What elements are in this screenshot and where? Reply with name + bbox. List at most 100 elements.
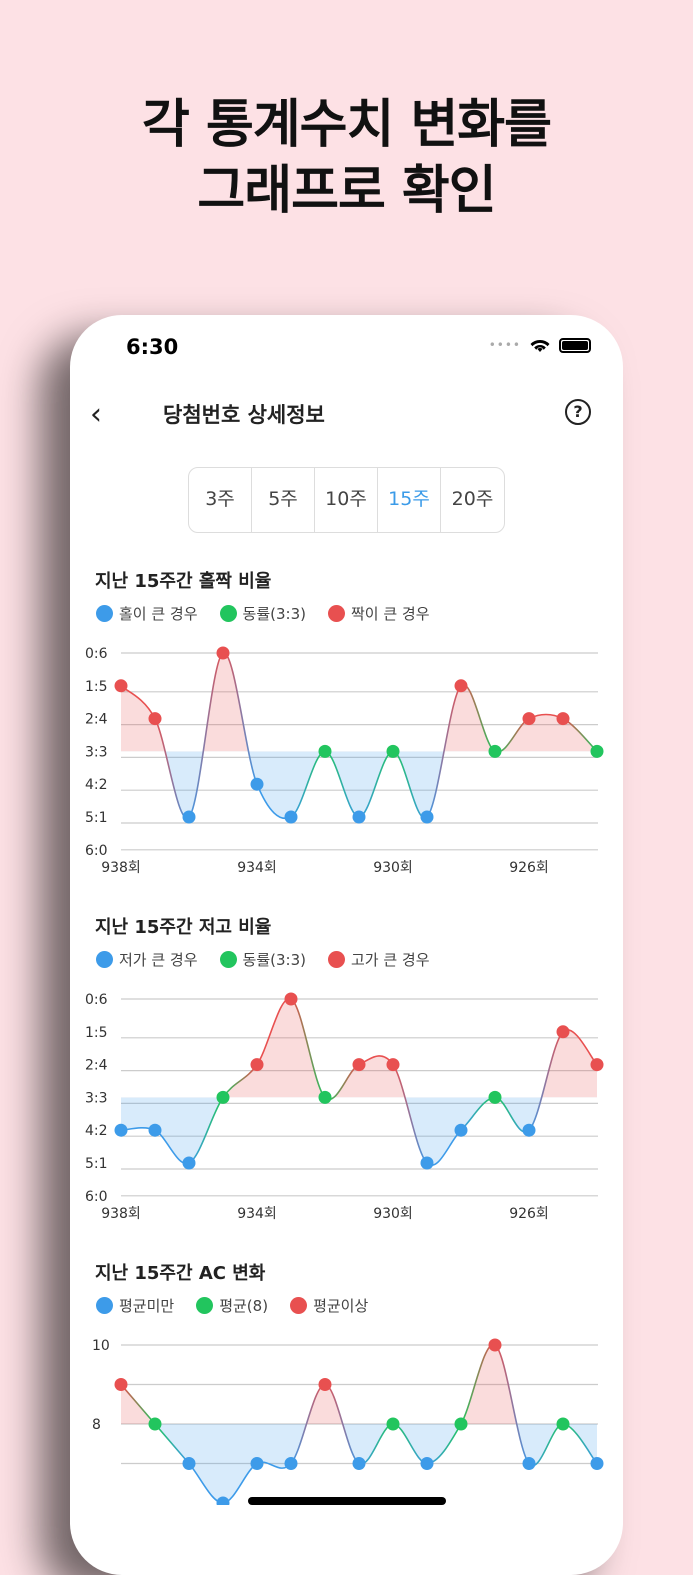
data-point[interactable] xyxy=(216,646,230,660)
legend-item-above: 짝이 큰 경우 xyxy=(328,603,430,624)
data-point[interactable] xyxy=(420,810,434,824)
data-point[interactable] xyxy=(352,1058,366,1072)
data-point[interactable] xyxy=(114,679,128,693)
week-option-15[interactable]: 15주 xyxy=(378,468,441,532)
data-point[interactable] xyxy=(556,1417,570,1431)
data-point[interactable] xyxy=(250,777,264,791)
data-point[interactable] xyxy=(148,1417,162,1431)
data-point[interactable] xyxy=(250,1457,264,1470)
area-below-baseline xyxy=(165,751,500,819)
data-point[interactable] xyxy=(556,712,570,726)
data-point[interactable] xyxy=(454,679,468,693)
legend-item-equal: 동률(3:3) xyxy=(219,949,306,970)
data-point[interactable] xyxy=(182,1156,196,1170)
week-selector: 3주 5주 10주 15주 20주 xyxy=(188,467,505,533)
data-point[interactable] xyxy=(454,1417,468,1431)
x-tick-label: 926회 xyxy=(509,860,549,876)
x-tick-label: 930회 xyxy=(373,1206,413,1222)
series-line-segment xyxy=(494,1344,530,1465)
data-point[interactable] xyxy=(522,1457,536,1470)
data-point[interactable] xyxy=(284,1457,298,1470)
data-point[interactable] xyxy=(148,1123,162,1137)
week-option-5[interactable]: 5주 xyxy=(252,468,315,532)
home-indicator xyxy=(248,1497,446,1505)
y-tick-label: 4:2 xyxy=(85,777,108,793)
signal-icon: •••• xyxy=(488,338,521,352)
data-point[interactable] xyxy=(352,810,366,824)
data-point[interactable] xyxy=(454,1123,468,1137)
legend-item-equal: 평균(8) xyxy=(196,1295,268,1316)
y-tick-label: 5:1 xyxy=(85,1156,108,1172)
data-point[interactable] xyxy=(182,810,196,824)
area-above-baseline xyxy=(121,998,597,1098)
series-line-segment xyxy=(392,1064,428,1164)
data-point[interactable] xyxy=(114,1378,128,1391)
data-point[interactable] xyxy=(386,744,400,758)
status-time: 6:30 xyxy=(126,335,179,359)
y-tick-label: 1:5 xyxy=(85,679,108,695)
week-option-10[interactable]: 10주 xyxy=(315,468,378,532)
data-point[interactable] xyxy=(420,1156,434,1170)
y-tick-label: 6:0 xyxy=(85,1189,108,1205)
data-point[interactable] xyxy=(590,1058,604,1072)
data-point[interactable] xyxy=(522,1123,536,1137)
data-point[interactable] xyxy=(318,1090,332,1104)
data-point[interactable] xyxy=(386,1417,400,1431)
data-point[interactable] xyxy=(148,712,162,726)
data-point[interactable] xyxy=(590,744,604,758)
chart-title: 지난 15주간 홀짝 비율 xyxy=(95,571,272,592)
chart-title: 지난 15주간 저고 비율 xyxy=(95,917,272,938)
data-point[interactable] xyxy=(522,712,536,726)
area-above-baseline xyxy=(121,1344,597,1424)
data-point[interactable] xyxy=(216,1090,230,1104)
nav-bar: ‹ 당첨번호 상세정보 ? xyxy=(70,395,623,435)
question-circle-icon[interactable]: ? xyxy=(565,399,591,425)
legend-item-above: 고가 큰 경우 xyxy=(328,949,430,970)
y-tick-label: 10 xyxy=(92,1338,110,1354)
battery-icon xyxy=(559,337,591,353)
data-point[interactable] xyxy=(182,1457,196,1470)
y-tick-label: 1:5 xyxy=(85,1025,108,1041)
data-point[interactable] xyxy=(556,1025,570,1039)
y-tick-label: 2:4 xyxy=(85,1058,108,1074)
series-line-segment xyxy=(426,685,462,818)
status-icons: •••• xyxy=(489,337,591,353)
legend-item-above: 평균이상 xyxy=(290,1295,368,1316)
data-point[interactable] xyxy=(114,1123,128,1137)
legend-item-below: 평균미만 xyxy=(96,1295,174,1316)
data-point[interactable] xyxy=(386,1058,400,1072)
area-above-baseline xyxy=(121,652,597,752)
week-option-3[interactable]: 3주 xyxy=(189,468,252,532)
x-tick-label: 938회 xyxy=(101,1206,141,1222)
y-tick-label: 0:6 xyxy=(85,646,108,662)
data-point[interactable] xyxy=(420,1457,434,1470)
chart-title: 지난 15주간 AC 변화 xyxy=(95,1263,266,1284)
data-point[interactable] xyxy=(488,1338,502,1352)
chart-legend: 저가 큰 경우 동률(3:3) 고가 큰 경우 xyxy=(96,949,430,970)
data-point[interactable] xyxy=(488,1090,502,1104)
data-point[interactable] xyxy=(318,1378,332,1391)
data-point[interactable] xyxy=(352,1457,366,1470)
y-tick-label: 8 xyxy=(92,1417,101,1433)
data-point[interactable] xyxy=(284,992,298,1006)
data-point[interactable] xyxy=(318,744,332,758)
y-tick-label: 0:6 xyxy=(85,992,108,1008)
x-tick-label: 938회 xyxy=(101,860,141,876)
chart-legend: 평균미만 평균(8) 평균이상 xyxy=(96,1295,368,1316)
y-tick-label: 2:4 xyxy=(85,712,108,728)
legend-item-below: 홀이 큰 경우 xyxy=(96,603,198,624)
headline: 각 통계수치 변화를 그래프로 확인 xyxy=(142,95,552,221)
data-point[interactable] xyxy=(488,744,502,758)
page-title: 당첨번호 상세정보 xyxy=(163,403,325,427)
phone-screen: 6:30 •••• ‹ 당첨번호 상세정보 ? 3주 5주 10주 15주 20… xyxy=(70,315,623,1575)
legend-item-below: 저가 큰 경우 xyxy=(96,949,198,970)
data-point[interactable] xyxy=(590,1457,604,1470)
y-tick-label: 3:3 xyxy=(85,744,108,760)
week-option-20[interactable]: 20주 xyxy=(451,488,494,510)
chevron-left-icon[interactable]: ‹ xyxy=(90,397,102,432)
chart-legend: 홀이 큰 경우 동률(3:3) 짝이 큰 경우 xyxy=(96,603,430,624)
data-point[interactable] xyxy=(284,810,298,824)
data-point[interactable] xyxy=(250,1058,264,1072)
